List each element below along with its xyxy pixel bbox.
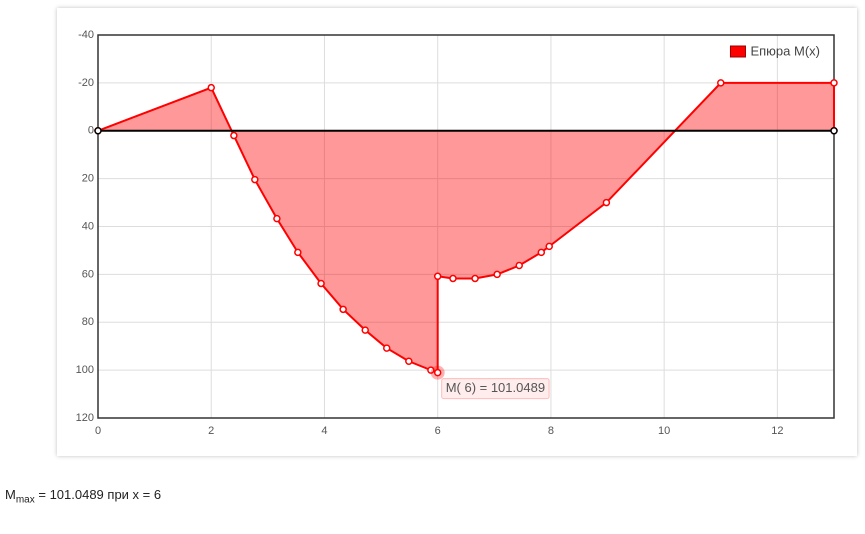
point <box>602 198 611 207</box>
x-tick-label: 8 <box>548 425 554 437</box>
point <box>207 83 215 92</box>
point <box>433 368 442 377</box>
point <box>382 344 391 352</box>
point <box>230 131 238 140</box>
point <box>515 261 523 270</box>
y-tick-label: -20 <box>78 77 94 89</box>
y-tick-label: 20 <box>82 173 94 185</box>
point <box>545 242 553 251</box>
tooltip-text: M( 6) = 101.0489 <box>446 380 545 395</box>
point <box>251 175 259 184</box>
x-tick-label: 2 <box>208 425 214 437</box>
y-tick-label: 40 <box>82 220 94 232</box>
point <box>94 127 102 135</box>
legend-label: Епюра M(x) <box>750 43 820 58</box>
y-tick-label: -40 <box>78 29 94 41</box>
legend-item: Епюра M(x) <box>729 43 820 58</box>
symbol: M <box>5 487 16 502</box>
x-tick-label: 6 <box>435 425 441 437</box>
point <box>717 79 725 87</box>
point <box>471 274 479 283</box>
y-tick-label: 120 <box>76 412 94 424</box>
point <box>493 270 501 279</box>
subscript: max <box>15 494 35 506</box>
x-tick-label: 0 <box>95 425 101 437</box>
result-line: Mmax = 101.0489 при x = 6 <box>5 487 161 506</box>
legend-swatch <box>729 45 746 58</box>
point <box>294 248 302 257</box>
area <box>98 82 834 373</box>
y-tick-label: 0 <box>88 125 94 137</box>
point <box>361 326 369 334</box>
point <box>830 127 838 135</box>
point <box>537 248 546 257</box>
point <box>427 366 435 374</box>
point <box>449 274 457 283</box>
point <box>433 272 442 281</box>
plot-frame <box>97 34 835 419</box>
point <box>339 305 347 314</box>
point <box>830 79 838 87</box>
x-tick-label: 10 <box>658 425 670 437</box>
point <box>317 279 325 288</box>
tooltip-box <box>441 378 550 400</box>
y-tick-label: 60 <box>82 268 94 280</box>
y-tick-label: 80 <box>82 316 94 328</box>
y-tick-label: 100 <box>76 364 94 376</box>
point <box>405 357 413 366</box>
x-tick-label: 4 <box>321 425 327 437</box>
result-text: = 101.0489 при x = 6 <box>34 487 162 502</box>
x-tick-label: 12 <box>771 425 783 437</box>
tooltip: M( 6) = 101.0489 <box>441 378 550 400</box>
point <box>273 214 281 223</box>
